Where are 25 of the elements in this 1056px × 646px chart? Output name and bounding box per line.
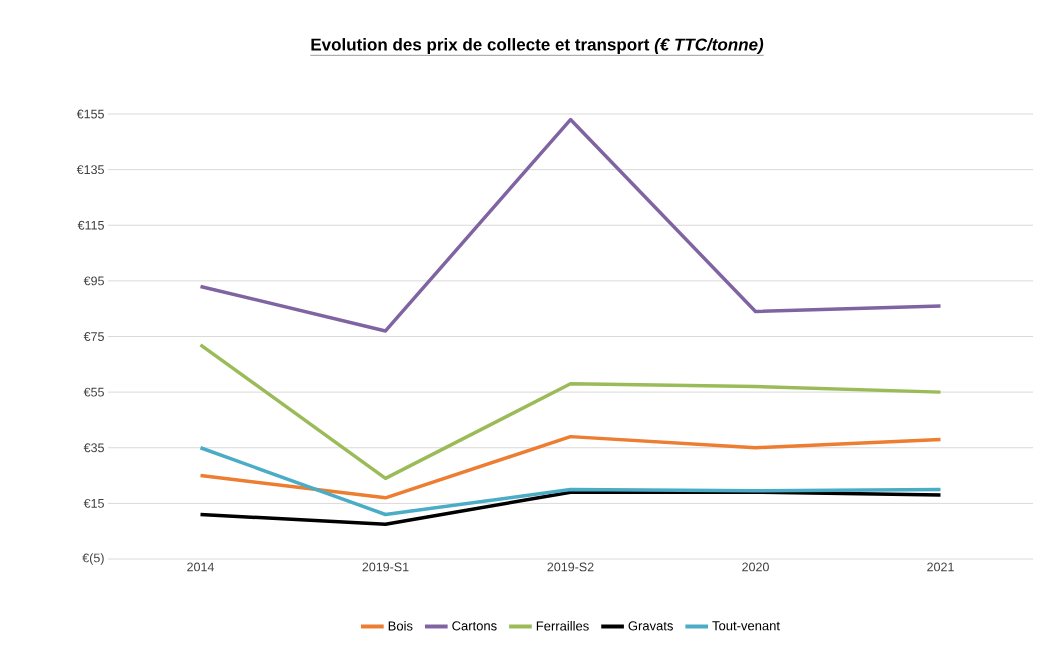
- line-series: [198, 490, 943, 526]
- y-tick-label: €95: [83, 276, 104, 286]
- y-tick-label: €(5): [82, 553, 104, 565]
- legend-label: Bois: [388, 621, 413, 631]
- legend-label: Gravats: [628, 621, 673, 631]
- x-tick-label: 2021: [927, 562, 954, 572]
- x-tick-label: 2020: [742, 562, 769, 572]
- x-tick-label: 2014: [187, 562, 215, 572]
- line-series: [198, 446, 943, 517]
- line-series: [198, 434, 943, 500]
- y-tick-label: €155: [76, 109, 104, 119]
- line-series: [198, 117, 943, 333]
- legend-label: Ferrailles: [536, 621, 589, 631]
- y-tick-label: €75: [83, 332, 104, 341]
- x-tick-label: 2019-S2: [547, 562, 594, 572]
- y-tick-label: €135: [76, 165, 104, 175]
- line-series: [198, 343, 943, 481]
- y-tick-label: €15: [83, 498, 104, 508]
- x-tick-label: 2019-S1: [362, 562, 409, 572]
- legend-label: Tout-venant: [712, 621, 780, 631]
- y-tick-label: €115: [77, 220, 104, 230]
- y-tick-label: €55: [83, 387, 104, 397]
- chart-title: Evolution des prix de collecte et transport (€ TTC/tonne): [311, 38, 764, 54]
- legend-label: Cartons: [452, 621, 497, 631]
- y-tick-label: €35: [83, 443, 104, 453]
